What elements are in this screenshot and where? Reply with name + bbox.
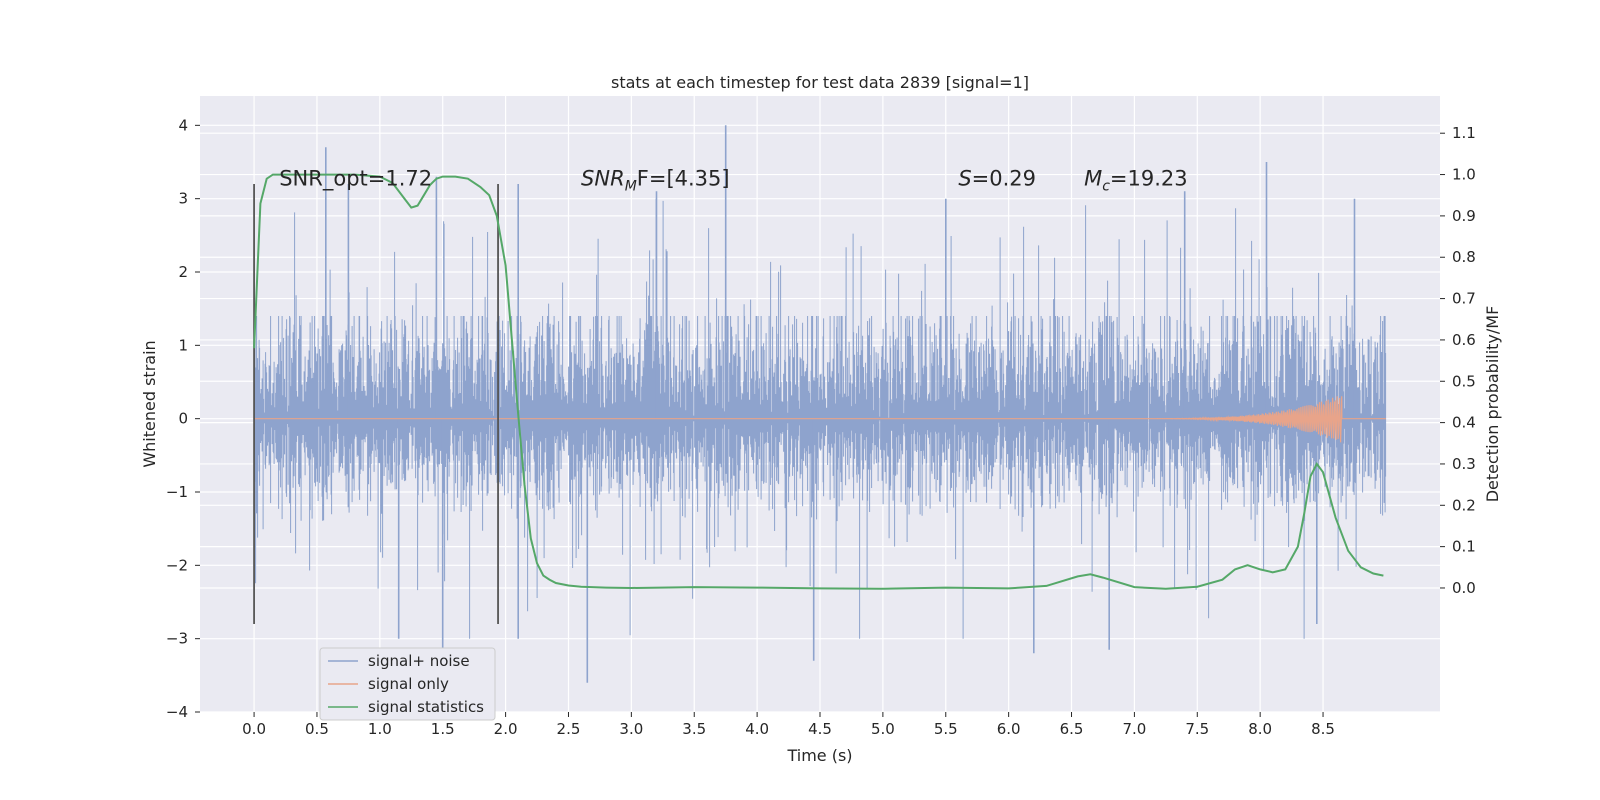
chart-title: stats at each timestep for test data 283…	[611, 73, 1029, 92]
y2-tick-label: 0.8	[1452, 248, 1476, 266]
x-tick-label: 7.5	[1185, 720, 1209, 738]
x-tick-label: 0.0	[242, 720, 266, 738]
x-tick-label: 1.0	[368, 720, 392, 738]
legend-label-signal-noise: signal+ noise	[368, 652, 470, 670]
x-tick-label: 6.5	[1060, 720, 1084, 738]
legend-label-signal-statistics: signal statistics	[368, 698, 484, 716]
signal-noise-peaks	[325, 125, 1356, 683]
y2-tick-label: 0.2	[1452, 496, 1476, 514]
vertical-markers	[253, 184, 499, 624]
y-axis-label: Whitened strain	[140, 340, 159, 467]
x-tick-label: 3.0	[619, 720, 643, 738]
y-tick-label: 2	[178, 263, 188, 281]
y2-axis-ticks: 1.1 1.0 0.9 0.8 0.7 0.6 0.5 0.4 0.3 0.2 0.1 0.0	[1440, 124, 1476, 597]
y-tick-label: −3	[166, 630, 188, 648]
annotation-3: Mc=19.23	[1084, 166, 1188, 194]
y-tick-label: 1	[178, 336, 188, 354]
signal-only-series	[254, 396, 1386, 443]
x-tick-label: 2.5	[557, 720, 581, 738]
x-tick-label: 7.0	[1122, 720, 1146, 738]
signal-only-line	[254, 396, 1386, 443]
annotation-1: SNRMF=[4.35]	[581, 166, 730, 194]
legend-label-signal-only: signal only	[368, 675, 449, 693]
y-tick-label: 0	[178, 410, 188, 428]
y-tick-label: −4	[166, 703, 188, 721]
y-axis-ticks: 4 3 2 1 0 −1 −2 −3 −4	[166, 116, 200, 721]
y2-tick-label: 0.7	[1452, 290, 1476, 308]
x-axis-label: Time (s)	[786, 746, 852, 765]
x-tick-label: 2.0	[494, 720, 518, 738]
annotation-2: S=0.29	[958, 166, 1036, 190]
x-tick-label: 0.5	[305, 720, 329, 738]
y2-tick-label: 0.6	[1452, 331, 1476, 349]
x-tick-label: 5.5	[934, 720, 958, 738]
y2-tick-label: 0.9	[1452, 207, 1476, 225]
x-tick-label: 6.0	[997, 720, 1021, 738]
x-tick-label: 3.5	[682, 720, 706, 738]
annotation-0: SNR_opt=1.72	[279, 166, 432, 191]
legend-box	[319, 647, 496, 721]
x-tick-label: 4.0	[745, 720, 769, 738]
y2-tick-label: 0.1	[1452, 538, 1476, 556]
signal-statistics-line	[253, 173, 1384, 590]
y2-tick-label: 0.5	[1452, 372, 1476, 390]
x-tick-label: 8.0	[1248, 720, 1272, 738]
x-tick-label: 4.5	[808, 720, 832, 738]
annotations: SNR_opt=1.72 SNRMF=[4.35] S=0.29 Mc=19.23	[279, 166, 1187, 194]
y-tick-label: 3	[178, 190, 188, 208]
y2-tick-label: 0.0	[1452, 579, 1476, 597]
y-tick-label: −1	[166, 483, 188, 501]
y2-tick-label: 1.1	[1452, 124, 1476, 142]
y-tick-label: −2	[166, 556, 188, 574]
y2-tick-label: 0.3	[1452, 455, 1476, 473]
x-tick-label: 1.5	[431, 720, 455, 738]
y2-tick-label: 0.4	[1452, 414, 1476, 432]
x-tick-label: 5.0	[871, 720, 895, 738]
legend: signal+ noise signal only signal statist…	[319, 647, 496, 721]
x-tick-label: 8.5	[1311, 720, 1335, 738]
y-tick-label: 4	[178, 116, 188, 134]
y2-tick-label: 1.0	[1452, 166, 1476, 184]
y2-axis-label: Detection probability/MF	[1483, 306, 1502, 503]
signal-statistics-series	[253, 173, 1384, 590]
x-axis-ticks: 0.0 0.5 1.0 1.5 2.0 2.5 3.0 3.5 4.0 4.5 5.0 5.5 6.0 6…	[242, 712, 1335, 738]
